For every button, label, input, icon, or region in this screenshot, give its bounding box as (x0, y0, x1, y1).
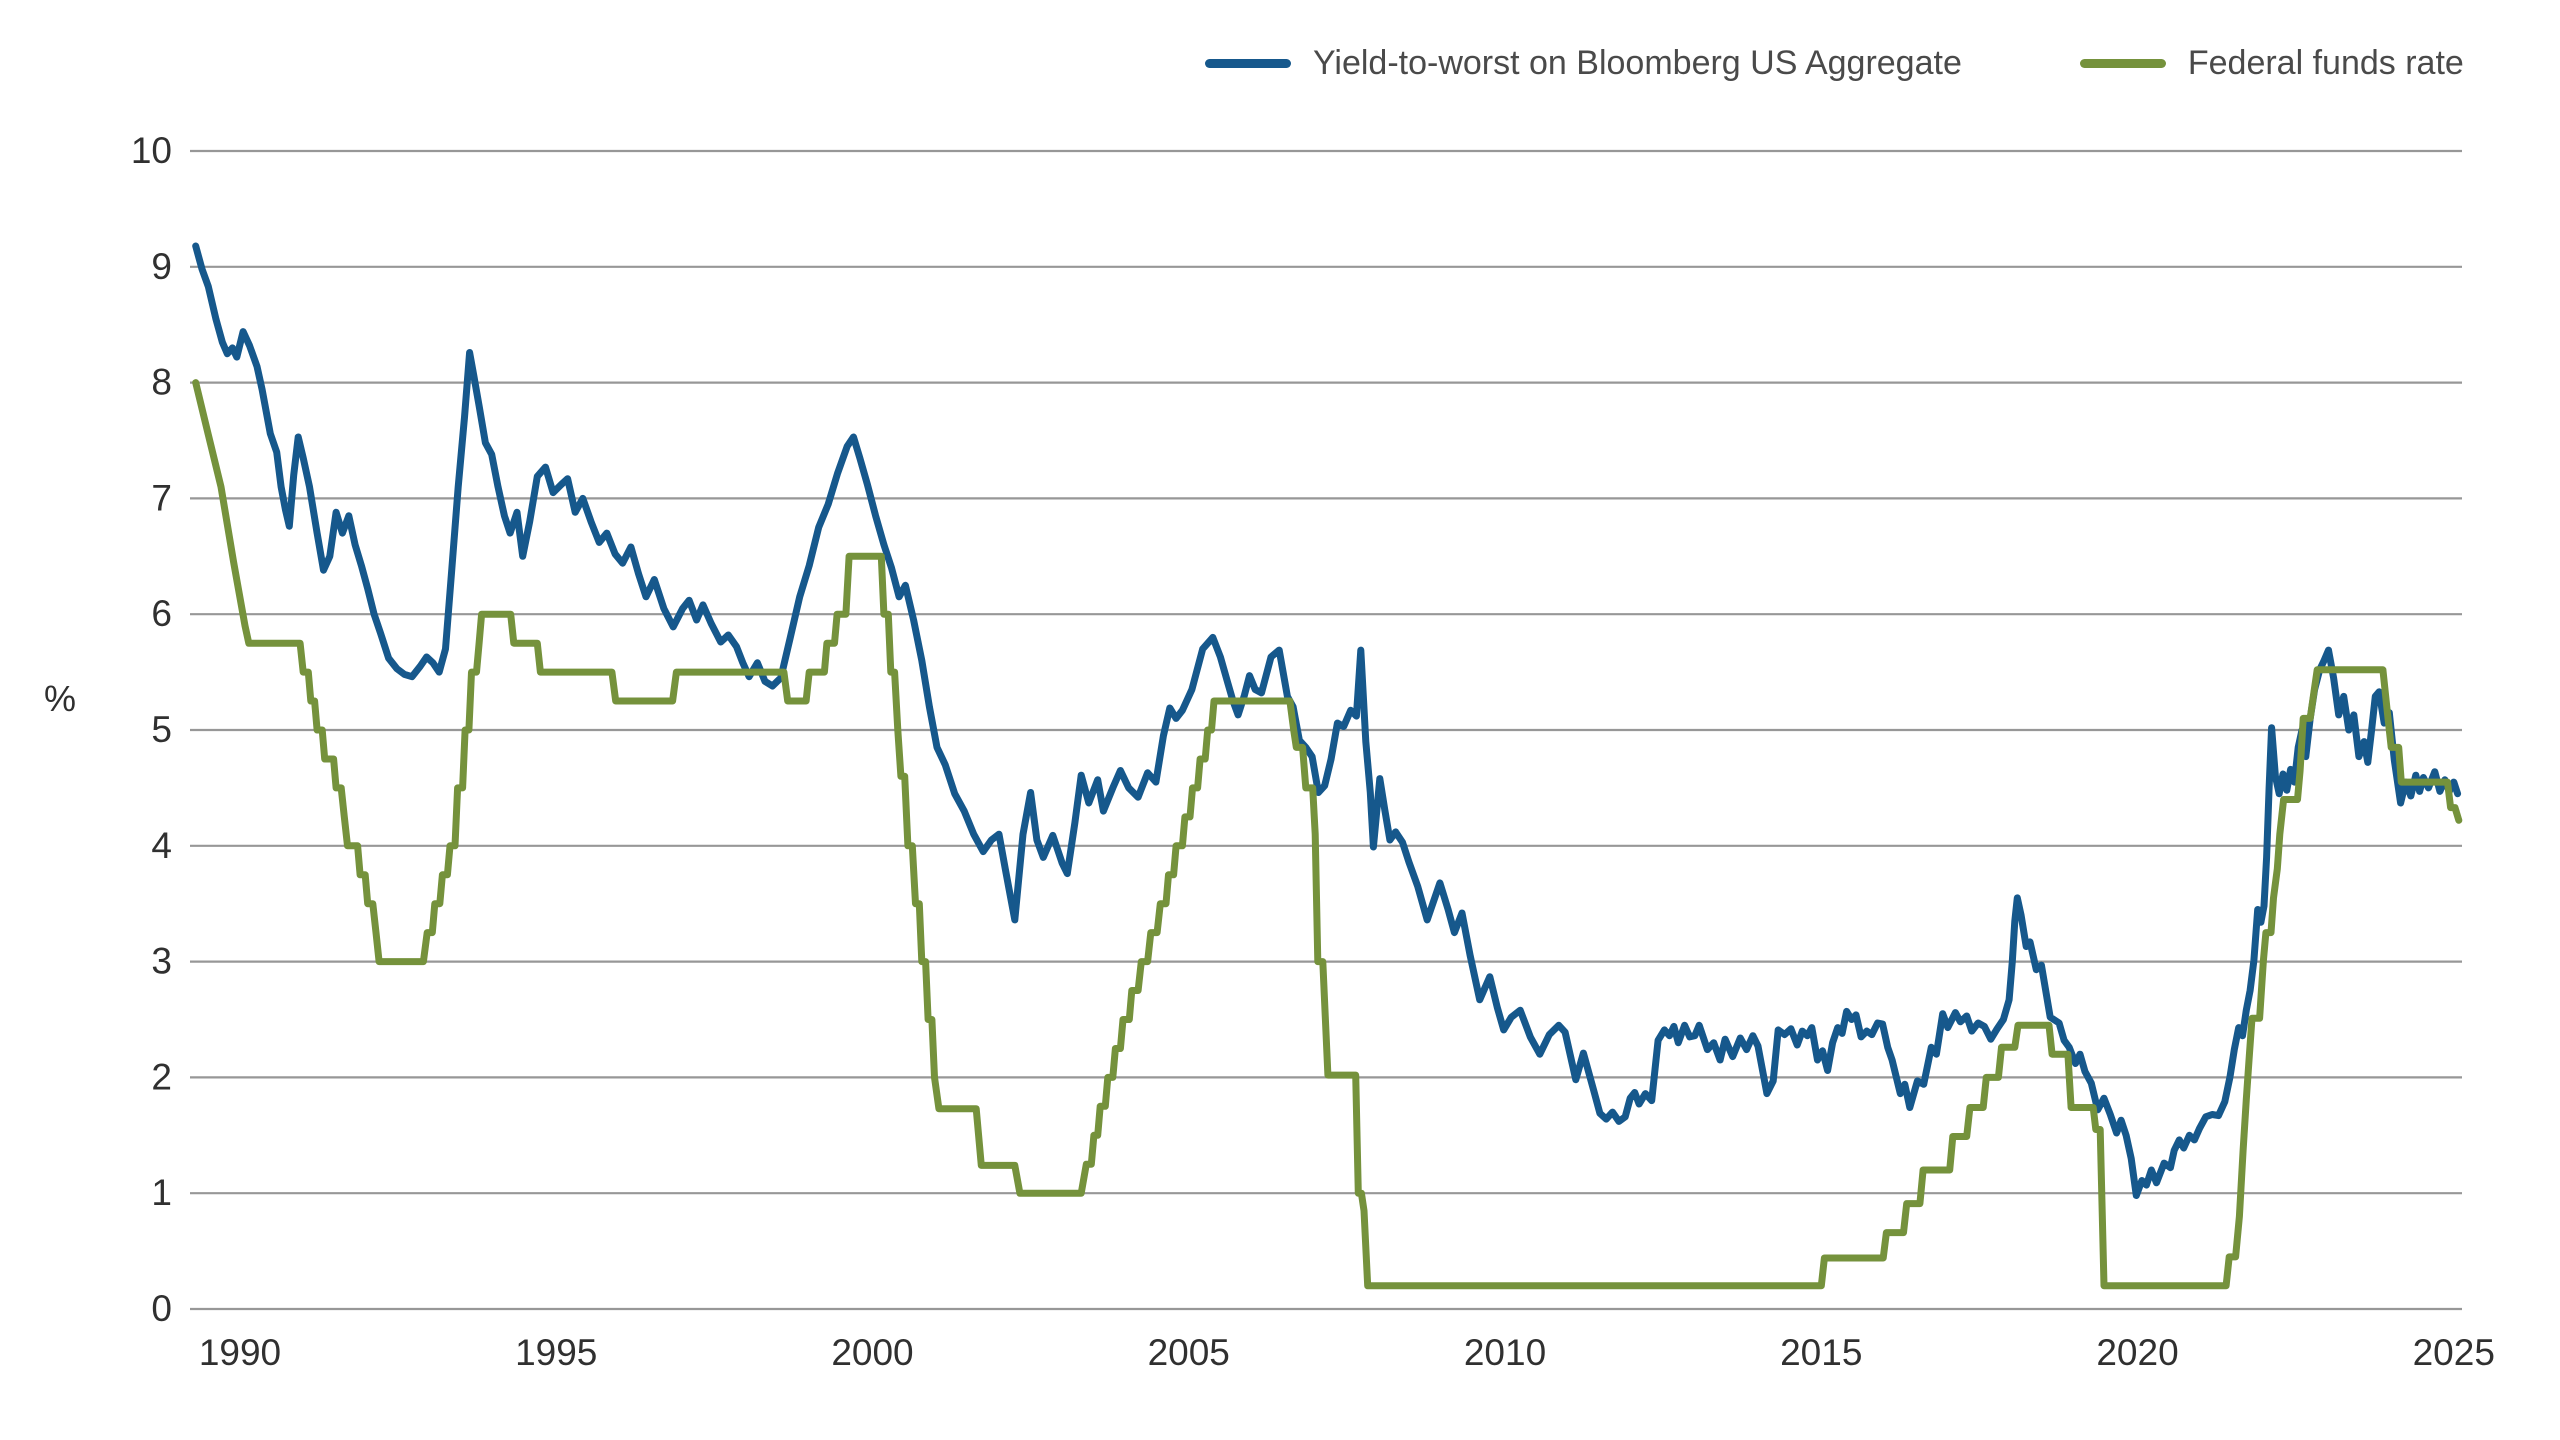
yield-series-label: Yield-to-worst on Bloomberg US Aggregate (1313, 44, 1962, 82)
y-tick-1: 1 (151, 1172, 172, 1213)
x-tick-2020: 2020 (2096, 1332, 2178, 1373)
fedfunds-series-label: Federal funds rate (2187, 44, 2464, 82)
x-tick-2015: 2015 (1780, 1332, 1862, 1373)
y-tick-0: 0 (151, 1288, 172, 1329)
y-tick-9: 9 (151, 246, 172, 287)
fedfunds-series-line (192, 379, 2463, 1290)
y-tick-4: 4 (151, 825, 172, 866)
yield-series-line (192, 242, 2462, 1199)
x-axis-tick-labels: 1990 1995 2000 2005 2010 2015 2020 2025 (199, 1332, 2495, 1373)
x-tick-2000: 2000 (831, 1332, 913, 1373)
x-tick-2010: 2010 (1464, 1332, 1546, 1373)
x-tick-2005: 2005 (1148, 1332, 1230, 1373)
legend: Yield-to-worst on Bloomberg US Aggregate… (1205, 44, 2464, 83)
y-tick-7: 7 (151, 477, 172, 518)
fedfunds-series-swatch (2079, 59, 2166, 68)
legend-item-yield: Yield-to-worst on Bloomberg US Aggregate (1205, 44, 1962, 83)
y-tick-3: 3 (151, 941, 172, 982)
x-tick-1990: 1990 (199, 1332, 281, 1373)
y-tick-2: 2 (151, 1056, 172, 1097)
series-lines (192, 242, 2463, 1290)
y-axis-tick-labels: 0 1 2 3 4 5 6 7 8 9 10 (131, 130, 172, 1329)
y-tick-8: 8 (151, 362, 172, 403)
x-tick-2025: 2025 (2413, 1332, 2495, 1373)
y-tick-5: 5 (151, 709, 172, 750)
y-tick-6: 6 (151, 593, 172, 634)
yield-series-swatch (1205, 59, 1291, 68)
gridlines (190, 149, 2462, 1311)
y-tick-10: 10 (131, 130, 172, 171)
x-tick-1995: 1995 (515, 1332, 597, 1373)
y-axis-title: % (44, 678, 77, 719)
legend-item-fedfunds: Federal funds rate (2079, 44, 2464, 83)
